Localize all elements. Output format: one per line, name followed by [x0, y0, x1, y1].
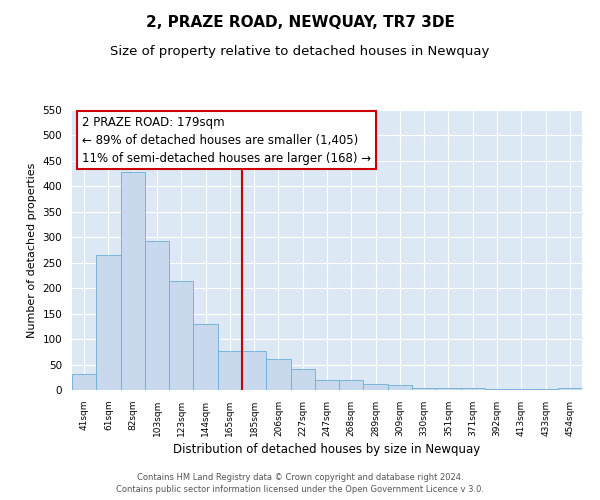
- Bar: [485, 389, 509, 390]
- Bar: [436, 388, 461, 390]
- Bar: [96, 255, 121, 390]
- Bar: [339, 380, 364, 390]
- Bar: [242, 352, 266, 390]
- Bar: [121, 172, 145, 390]
- Bar: [145, 242, 169, 390]
- Bar: [509, 389, 533, 390]
- Bar: [364, 384, 388, 390]
- Text: 2, PRAZE ROAD, NEWQUAY, TR7 3DE: 2, PRAZE ROAD, NEWQUAY, TR7 3DE: [146, 15, 454, 30]
- Text: Size of property relative to detached houses in Newquay: Size of property relative to detached ho…: [110, 45, 490, 58]
- X-axis label: Distribution of detached houses by size in Newquay: Distribution of detached houses by size …: [173, 443, 481, 456]
- Bar: [193, 324, 218, 390]
- Bar: [533, 389, 558, 390]
- Y-axis label: Number of detached properties: Number of detached properties: [27, 162, 37, 338]
- Bar: [315, 380, 339, 390]
- Bar: [412, 388, 436, 390]
- Bar: [461, 388, 485, 390]
- Bar: [388, 385, 412, 390]
- Bar: [558, 388, 582, 390]
- Text: Contains HM Land Registry data © Crown copyright and database right 2024.: Contains HM Land Registry data © Crown c…: [137, 474, 463, 482]
- Bar: [290, 369, 315, 390]
- Bar: [169, 280, 193, 390]
- Text: 2 PRAZE ROAD: 179sqm
← 89% of detached houses are smaller (1,405)
11% of semi-de: 2 PRAZE ROAD: 179sqm ← 89% of detached h…: [82, 116, 371, 164]
- Bar: [218, 352, 242, 390]
- Text: Contains public sector information licensed under the Open Government Licence v : Contains public sector information licen…: [116, 485, 484, 494]
- Bar: [72, 374, 96, 390]
- Bar: [266, 360, 290, 390]
